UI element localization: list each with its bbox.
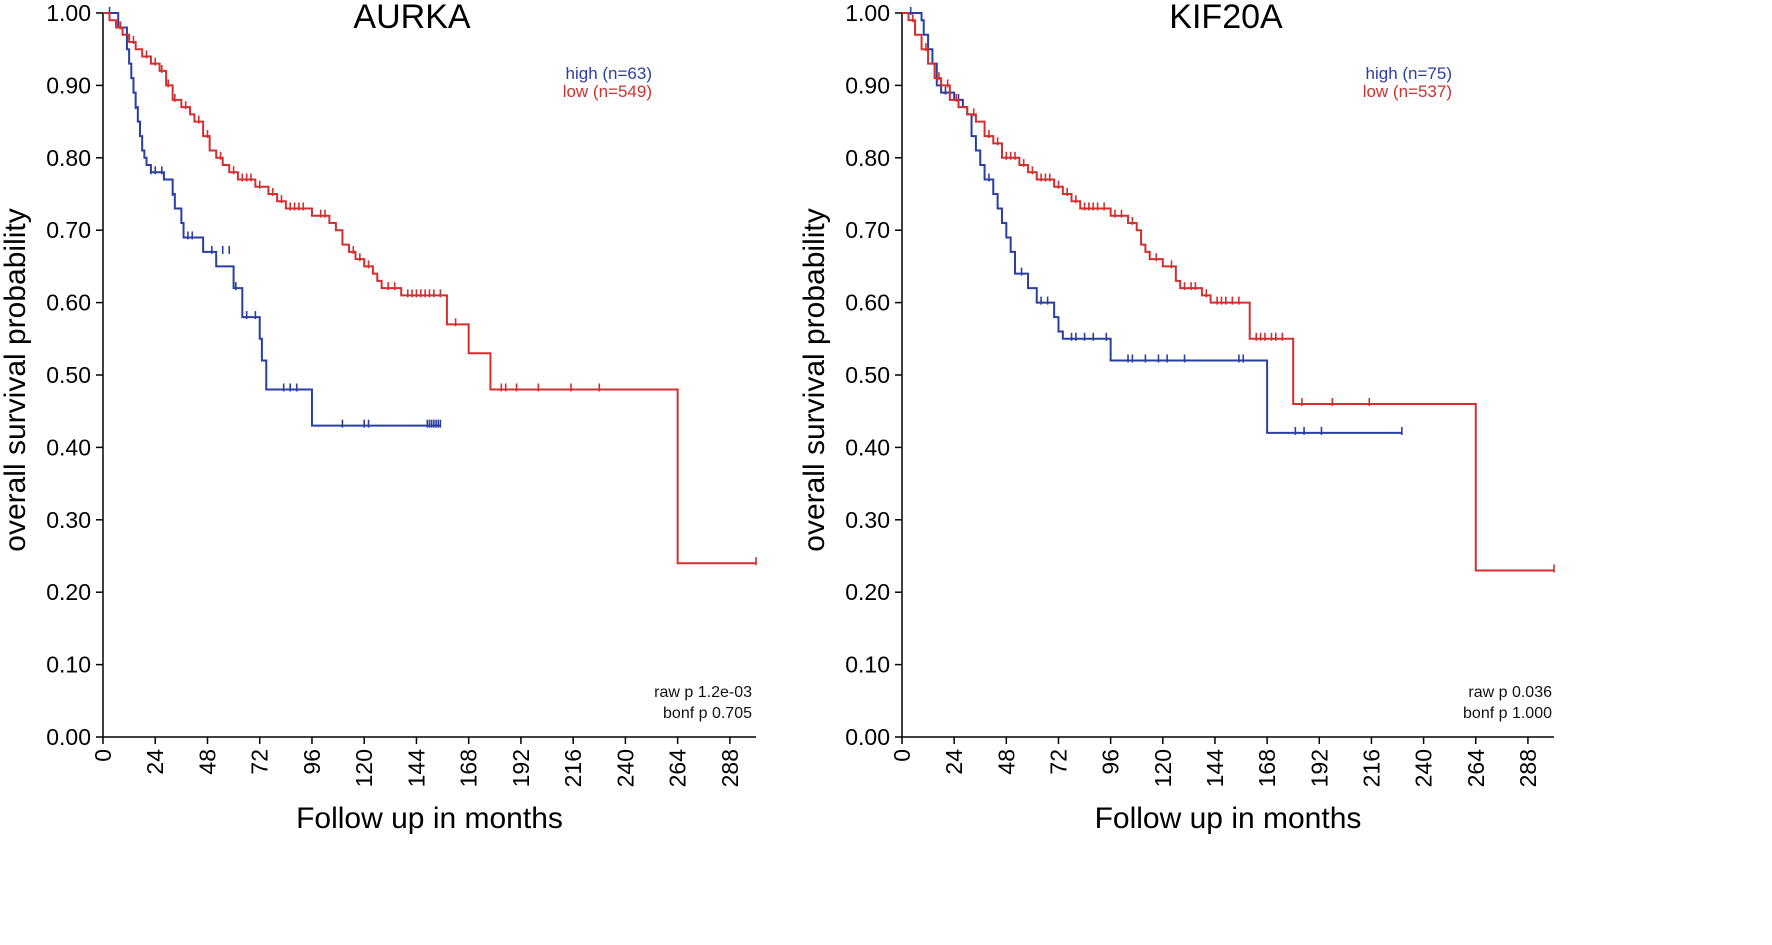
series-low (902, 12, 1555, 573)
p-value-text: bonf p 0.705 (663, 705, 752, 722)
y-tick-label: 0.70 (845, 217, 890, 243)
chart-title: AURKA (353, 0, 470, 36)
y-axis-title: overall survival probability (0, 208, 32, 551)
y-tick-label: 0.30 (46, 507, 91, 533)
x-tick-label: 0 (90, 749, 116, 762)
x-tick-label: 192 (1306, 749, 1332, 787)
x-tick-label: 144 (403, 749, 429, 788)
x-tick-label: 48 (993, 749, 1019, 775)
x-tick-label: 96 (299, 749, 325, 775)
x-tick-label: 72 (247, 749, 273, 775)
x-tick-label: 240 (1411, 749, 1437, 787)
y-tick-label: 0.90 (845, 72, 890, 98)
legend-high: high (n=75) (1366, 64, 1452, 83)
x-tick-label: 264 (665, 749, 691, 788)
x-tick-label: 72 (1045, 749, 1071, 775)
x-tick-label: 24 (142, 749, 168, 775)
x-tick-label: 0 (889, 749, 915, 762)
y-tick-label: 0.80 (46, 145, 91, 171)
x-tick-label: 48 (194, 749, 220, 775)
chart-panel-2: KIF20A 0.00 0.10 0.20 0.30 0.40 0.50 0.60 0.70 0.… (798, 0, 1555, 835)
series-low (103, 12, 757, 566)
x-axis-title: Follow up in months (1095, 802, 1362, 835)
y-tick-label: 0.20 (46, 579, 91, 605)
y-tick-label: 0.60 (845, 290, 890, 316)
x-tick-label: 144 (1202, 749, 1228, 788)
x-tick-label: 264 (1463, 749, 1489, 788)
p-value-text: raw p 0.036 (1468, 684, 1552, 701)
x-tick-label: 216 (1358, 749, 1384, 787)
x-axis-title: Follow up in months (296, 802, 563, 835)
y-tick-label: 0.50 (845, 362, 890, 388)
y-tick-label: 1.00 (46, 0, 91, 26)
y-tick-label: 0.50 (46, 362, 91, 388)
x-tick-label: 240 (612, 749, 638, 787)
survival-curve-low (902, 12, 1554, 572)
x-tick-label: 96 (1098, 749, 1124, 775)
x-tick-label: 168 (1254, 749, 1280, 787)
y-tick-label: 0.90 (46, 72, 91, 98)
y-tick-label: 0.00 (845, 724, 890, 750)
y-tick-label: 0.40 (46, 434, 91, 460)
series-high (902, 7, 1403, 435)
survival-curve-low (103, 12, 756, 565)
y-tick-label: 0.30 (845, 507, 890, 533)
p-value-text: raw p 1.2e-03 (654, 684, 752, 701)
y-tick-label: 0.00 (46, 724, 91, 750)
p-value-text: bonf p 1.000 (1463, 705, 1552, 722)
x-tick-label: 192 (508, 749, 534, 787)
y-tick-label: 0.40 (845, 434, 890, 460)
y-tick-label: 1.00 (845, 0, 890, 26)
x-tick-label: 120 (351, 749, 377, 787)
y-tick-label: 0.10 (46, 652, 91, 678)
y-tick-label: 0.10 (845, 652, 890, 678)
legend-low: low (n=549) (563, 82, 652, 101)
x-tick-label: 120 (1150, 749, 1176, 787)
y-tick-label: 0.20 (845, 579, 890, 605)
y-axis-title: overall survival probability (798, 208, 831, 551)
y-tick-label: 0.60 (46, 290, 91, 316)
x-tick-label: 288 (717, 749, 743, 787)
chart-panel-1: AURKA 0.00 0.10 0.20 0.30 0.40 0.50 0.60 0.70 0.8… (0, 0, 757, 835)
x-tick-label: 24 (941, 749, 967, 775)
survival-curve-high (103, 12, 441, 427)
x-tick-label: 288 (1515, 749, 1541, 787)
series-high (103, 7, 442, 428)
legend-high: high (n=63) (566, 64, 652, 83)
x-tick-label: 168 (456, 749, 482, 787)
y-tick-label: 0.80 (845, 145, 890, 171)
survival-curve-high (902, 12, 1402, 434)
x-tick-label: 216 (560, 749, 586, 787)
y-tick-label: 0.70 (46, 217, 91, 243)
legend-low: low (n=537) (1363, 82, 1452, 101)
chart-title: KIF20A (1169, 0, 1283, 36)
